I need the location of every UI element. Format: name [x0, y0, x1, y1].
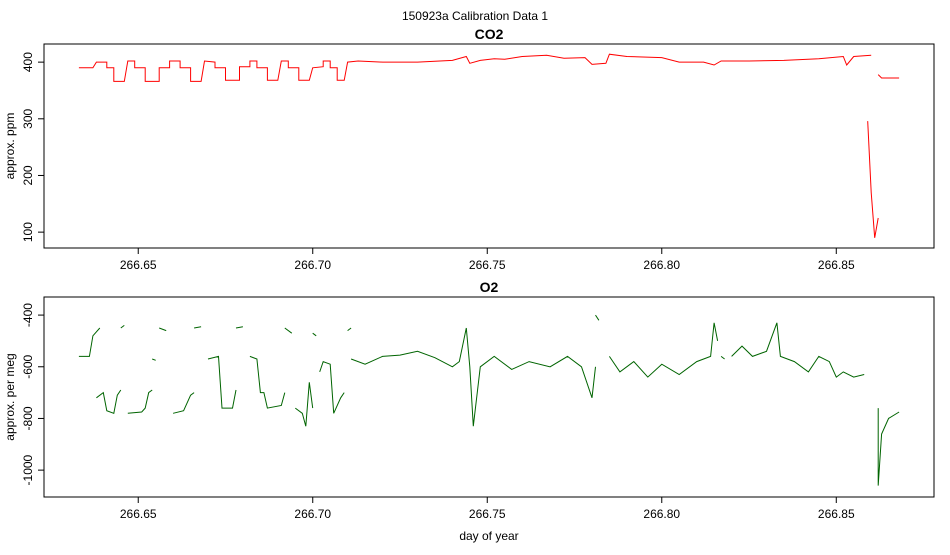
y-tick-label: -600	[21, 354, 35, 378]
y-tick-label: 100	[21, 222, 35, 242]
plot-frame	[43, 43, 935, 249]
x-tick-label: 266.70	[294, 258, 331, 272]
data-line	[78, 314, 900, 486]
y-axis-label: approx. per meg	[3, 353, 17, 440]
panel-title: CO2	[475, 26, 504, 42]
x-axis-label: day of year	[459, 529, 518, 543]
plot-frame	[43, 296, 935, 498]
x-tick-label: 266.65	[120, 507, 157, 521]
y-tick-label: -400	[21, 303, 35, 327]
x-tick-label: 266.75	[469, 507, 506, 521]
x-tick-label: 266.85	[818, 258, 855, 272]
x-tick-label: 266.85	[818, 507, 855, 521]
data-line	[78, 53, 900, 238]
y-tick-label: 400	[21, 52, 35, 72]
x-tick-label: 266.80	[643, 258, 680, 272]
panel-title: O2	[480, 279, 499, 295]
y-tick-label: -800	[21, 406, 35, 430]
x-tick-label: 266.70	[294, 507, 331, 521]
x-tick-label: 266.65	[120, 258, 157, 272]
x-tick-label: 266.75	[469, 258, 506, 272]
y-axis-label: approx. ppm	[3, 113, 17, 180]
y-tick-label: 200	[21, 165, 35, 185]
page-title: 150923a Calibration Data 1	[402, 9, 548, 23]
y-tick-label: 300	[21, 108, 35, 128]
y-tick-label: -1000	[21, 454, 35, 485]
x-tick-label: 266.80	[643, 507, 680, 521]
